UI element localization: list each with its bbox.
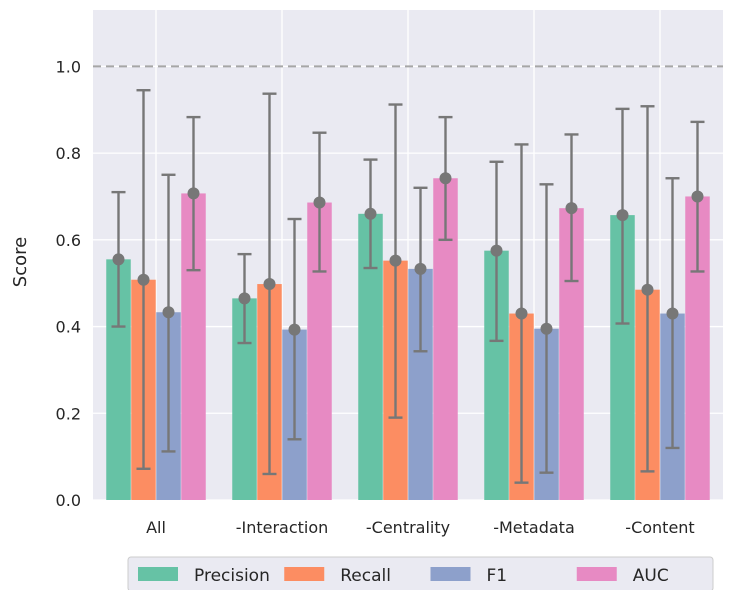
point-marker [162, 306, 175, 319]
y-tick-labels: 0.0 0.2 0.4 0.6 0.8 1.0 [56, 57, 81, 510]
y-tick-label: 1.0 [56, 57, 81, 76]
y-axis-label: Score [10, 237, 31, 287]
point-marker [238, 292, 251, 305]
legend-label: F1 [487, 566, 508, 586]
x-tick-labels: All -Interaction -Centrality -Metadata -Cont… [146, 518, 695, 537]
point-marker [364, 207, 377, 220]
y-tick-label: 0.6 [56, 231, 81, 250]
point-marker [616, 209, 629, 222]
point-marker [187, 187, 200, 200]
x-tick-label: -Content [625, 518, 694, 537]
x-grid [155, 10, 661, 500]
point-marker [439, 172, 452, 185]
point-marker [389, 254, 402, 267]
point-marker [641, 283, 654, 296]
point-marker [137, 273, 150, 286]
point-marker [112, 253, 125, 266]
legend-label: Recall [340, 566, 391, 586]
y-tick-label: 0.0 [56, 491, 81, 510]
legend-label: AUC [633, 566, 669, 586]
point-marker [414, 262, 427, 275]
legend-box [127, 556, 714, 590]
y-tick-label: 0.8 [56, 144, 81, 163]
error-bars [111, 89, 705, 484]
x-tick-label: -Interaction [236, 518, 329, 537]
y-tick-label: 0.4 [56, 318, 81, 337]
legend-label: Precision [194, 566, 270, 586]
point-marker [288, 323, 301, 336]
point-marker [313, 196, 326, 209]
point-marker [263, 278, 276, 291]
legend-swatch-precision [138, 567, 178, 581]
point-marker [666, 307, 679, 320]
x-tick-label: -Centrality [366, 518, 450, 537]
legend: Precision Recall F1 AUC [127, 556, 714, 590]
point-marker [490, 244, 503, 257]
point-marker [540, 322, 553, 335]
y-tick-label: 0.2 [56, 404, 81, 423]
x-tick-label: All [146, 518, 166, 537]
point-marker [691, 190, 704, 203]
legend-swatch-auc [576, 567, 617, 581]
legend-swatch-recall [284, 567, 325, 581]
point-marker [565, 202, 578, 215]
legend-swatch-f1 [430, 567, 471, 581]
point-marker [515, 307, 528, 320]
x-tick-label: -Metadata [493, 518, 575, 537]
